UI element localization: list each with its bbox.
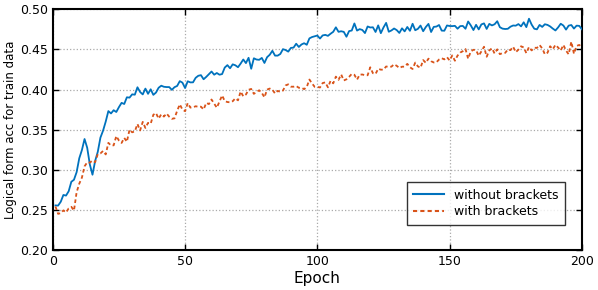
without brackets	[152, 91, 160, 94]
with brackets	[52, 205, 59, 208]
with brackets	[578, 46, 585, 49]
with brackets	[195, 105, 202, 108]
Line: without brackets: without brackets	[56, 19, 582, 206]
without brackets	[578, 28, 585, 31]
without brackets	[54, 204, 62, 207]
with brackets	[86, 161, 93, 164]
with brackets	[554, 46, 562, 49]
without brackets	[86, 163, 93, 166]
Legend: without brackets, with brackets: without brackets, with brackets	[407, 182, 565, 225]
without brackets	[76, 157, 83, 160]
Y-axis label: Logical form acc for train data: Logical form acc for train data	[4, 41, 17, 219]
without brackets	[526, 17, 533, 21]
with brackets	[536, 43, 543, 47]
Line: with brackets: with brackets	[56, 42, 582, 214]
with brackets	[152, 111, 160, 115]
with brackets	[568, 40, 575, 44]
without brackets	[52, 204, 59, 207]
without brackets	[195, 74, 202, 77]
X-axis label: Epoch: Epoch	[294, 271, 341, 286]
without brackets	[557, 22, 565, 26]
without brackets	[539, 25, 546, 29]
with brackets	[76, 182, 83, 185]
with brackets	[54, 212, 62, 215]
